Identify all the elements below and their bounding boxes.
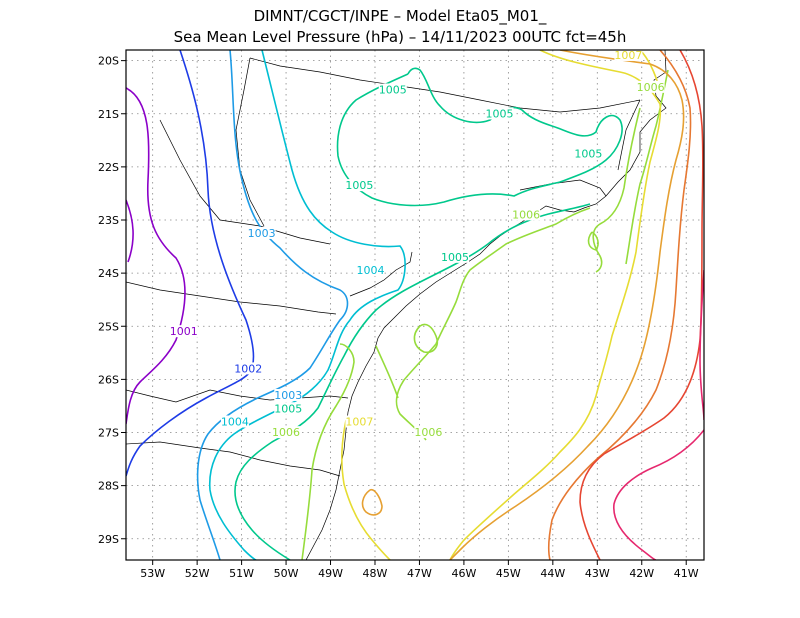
contour-label-bg [636,80,665,93]
lon-tick-label: 53W [140,567,165,580]
isobar-1010 [579,50,704,560]
state-border-es [617,99,641,171]
contour-label: 1004 [221,416,249,429]
contour-label: 1005 [274,402,302,415]
isobar-1007 [341,50,662,560]
contour-label: 1006 [272,426,300,439]
contour-label-bg [345,415,374,428]
lat-tick-label: 22S [98,161,119,174]
lat-tick-label: 26S [98,373,119,386]
lon-tick-label: 45W [496,567,521,580]
isobar-1006-loop2 [587,231,599,251]
contour-label: 1005 [441,251,469,264]
chart-title-line1: DIMNT/CGCT/INPE – Model Eta05_M01_ [253,7,547,25]
lat-lon-grid [126,50,704,560]
contour-label: 1006 [512,208,540,221]
contour-labels: 1001 1002 1003 1003 1004 1004 1005 1005 1005 1005… [169,48,665,439]
coastline-and-borders [126,50,667,560]
river-border [235,57,265,227]
lon-tick-label: 46W [451,567,476,580]
contour-label-bg [414,426,443,439]
state-border-sp [349,251,413,297]
contour-label-bg [345,179,374,192]
lon-tick-label: 50W [274,567,299,580]
chart-title-line2: Sea Mean Level Pressure (hPa) – 14/11/20… [173,28,627,46]
contour-label: 1005 [485,107,513,120]
atlantic-coastline [305,50,667,560]
lat-tick-label: 29S [98,533,119,546]
state-border-mg [249,57,641,113]
isobar-1011 [613,429,704,560]
lon-tick-label: 41W [674,567,699,580]
lat-tick-label: 23S [98,214,119,227]
state-border-ms [159,119,331,245]
contour-label: 1007 [345,416,373,429]
isobar-1009 [547,50,692,560]
contour-label-bg [378,83,407,96]
contour-label-bg [234,362,263,375]
axis-ticks: 53W 52W 51W 50W 49W 48W 47W 46W 45W 44W 43W 42W 41W 2… [98,55,699,580]
contour-label-bg [356,264,385,277]
contour-label: 1002 [234,362,262,375]
isobar-1005-south [234,203,591,560]
contour-label: 1004 [357,264,385,277]
lon-tick-label: 51W [229,567,254,580]
lat-tick-label: 20S [98,55,119,68]
contour-label-bg [247,226,276,239]
isobar-1008 [361,50,685,560]
state-border-rs [126,441,341,477]
lat-tick-label: 25S [98,320,119,333]
contour-label-bg [441,250,470,263]
contour-label-bg [485,107,514,120]
contour-label: 1005 [379,84,407,97]
contour-label-bg [274,402,303,415]
contour-label-bg [512,208,541,221]
isobar-1006-east [625,69,669,265]
isobar-1006-loop [413,323,439,354]
contour-label-bg [220,415,249,428]
lon-tick-label: 47W [407,567,432,580]
lat-tick-label: 24S [98,267,119,280]
plot-frame [125,49,705,561]
isobar-1004 [208,50,406,560]
contour-label: 1003 [248,227,276,240]
contour-label: 1007 [614,49,642,62]
contour-label-bg [272,426,301,439]
contour-label: 1005 [345,179,373,192]
lon-tick-label: 42W [629,567,654,580]
isobar-1001-b [126,199,134,263]
lat-tick-label: 28S [98,480,119,493]
contour-label-bg [169,325,198,338]
lat-tick-label: 27S [98,427,119,440]
contour-label: 1006 [414,426,442,439]
contour-label-bg [614,48,643,61]
lon-tick-label: 48W [363,567,388,580]
contour-label: 1001 [170,325,198,338]
contour-label: 1006 [637,81,665,94]
lat-tick-label: 21S [98,108,119,121]
lon-tick-label: 49W [318,567,343,580]
contour-label: 1005 [574,147,602,160]
isobar-1002 [126,50,255,477]
isobar-1006 [301,107,641,560]
lon-tick-label: 43W [585,567,610,580]
contour-label: 1003 [274,389,302,402]
contour-label-bg [274,388,303,401]
lon-tick-label: 44W [540,567,565,580]
state-border-sc [126,389,349,403]
isobar-1003 [196,50,349,560]
isobars [126,50,704,560]
state-border-pr [126,281,337,315]
isobar-1011-b [699,269,704,421]
isobar-1001 [126,87,186,425]
lon-tick-label: 52W [185,567,210,580]
contour-label-bg [574,147,603,160]
